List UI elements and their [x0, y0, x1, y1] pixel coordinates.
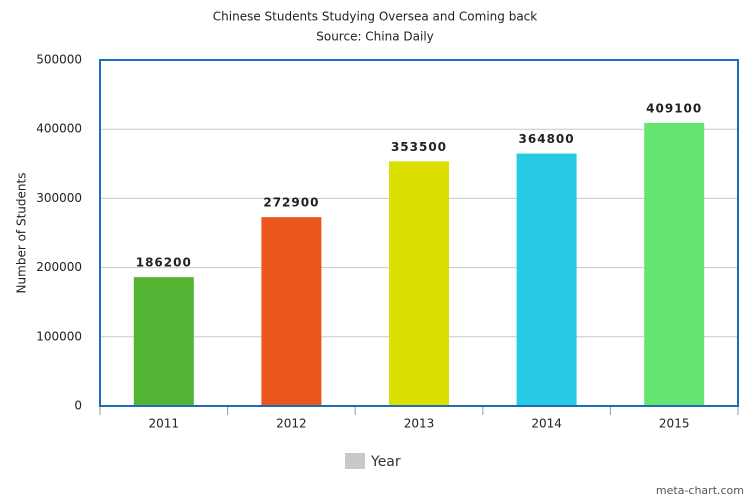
y-tick-label: 500000: [36, 53, 82, 67]
chart-title: Chinese Students Studying Oversea and Co…: [213, 10, 537, 24]
value-label: 364800: [519, 132, 575, 146]
value-label: 409100: [646, 101, 702, 115]
bar: [516, 153, 577, 406]
y-tick-label: 200000: [36, 260, 82, 274]
legend-label: Year: [370, 454, 401, 470]
y-axis-label: Number of Students: [15, 173, 29, 294]
value-label: 186200: [136, 256, 192, 270]
x-tick-label: 2011: [149, 417, 180, 431]
x-tick-label: 2015: [659, 417, 690, 431]
x-tick-label: 2012: [276, 417, 307, 431]
legend-swatch: [345, 453, 365, 469]
plot-border: [99, 59, 739, 407]
bar: [261, 217, 322, 406]
value-label: 272900: [263, 196, 319, 210]
x-tick-label: 2013: [404, 417, 435, 431]
chart-subtitle: Source: China Daily: [316, 30, 434, 44]
bar: [133, 277, 194, 406]
y-tick-label: 300000: [36, 191, 82, 205]
bar: [389, 161, 449, 406]
watermark: meta-chart.com: [656, 484, 744, 497]
bar: [644, 122, 705, 406]
y-tick-label: 100000: [36, 329, 82, 343]
value-label: 353500: [391, 140, 447, 154]
y-tick-label: 0: [74, 399, 82, 413]
x-tick-label: 2014: [531, 417, 562, 431]
y-tick-label: 400000: [36, 122, 82, 136]
